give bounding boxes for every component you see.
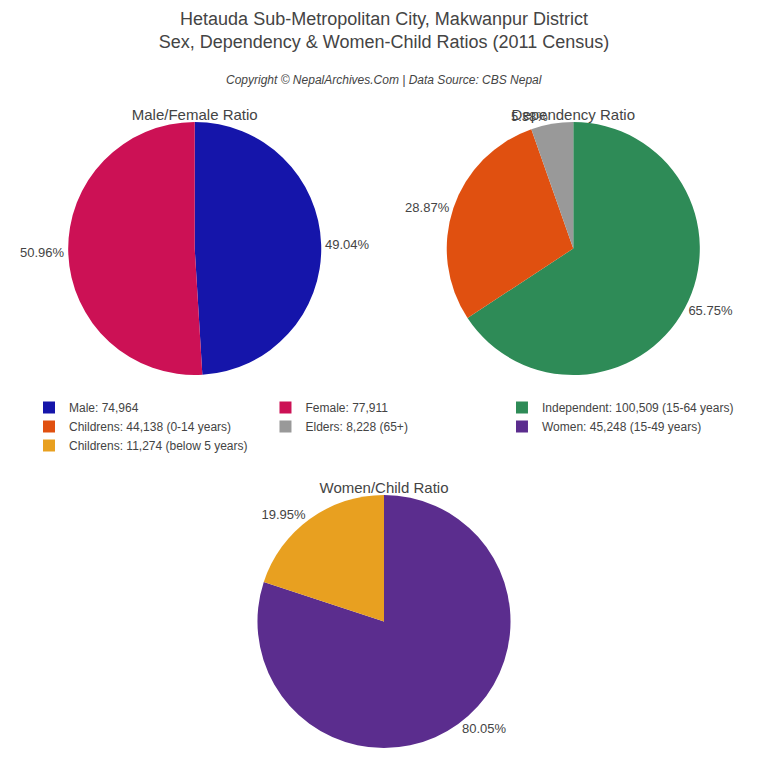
svg-text:Childrens: 11,274 (below 5 yea: Childrens: 11,274 (below 5 years): [69, 439, 248, 453]
svg-text:Copyright © NepalArchives.Com: Copyright © NepalArchives.Com | Data Sou…: [226, 73, 542, 87]
svg-text:Women: 45,248 (15-49 years): Women: 45,248 (15-49 years): [542, 420, 701, 434]
svg-text:80.05%: 80.05%: [462, 721, 507, 736]
svg-text:5.38%: 5.38%: [511, 109, 548, 124]
svg-text:Dependency Ratio: Dependency Ratio: [512, 106, 635, 123]
svg-text:28.87%: 28.87%: [405, 200, 450, 215]
svg-text:Women/Child Ratio: Women/Child Ratio: [320, 479, 449, 496]
svg-text:19.95%: 19.95%: [262, 507, 307, 522]
svg-text:Male/Female Ratio: Male/Female Ratio: [132, 106, 258, 123]
svg-text:Male: 74,964: Male: 74,964: [69, 401, 139, 415]
svg-text:Female: 77,911: Female: 77,911: [305, 401, 388, 415]
svg-text:Childrens: 44,138 (0-14 years): Childrens: 44,138 (0-14 years): [69, 420, 231, 434]
svg-text:Elders: 8,228 (65+): Elders: 8,228 (65+): [305, 420, 407, 434]
svg-text:50.96%: 50.96%: [20, 245, 65, 260]
svg-text:49.04%: 49.04%: [325, 237, 370, 252]
svg-text:Independent: 100,509 (15-64 ye: Independent: 100,509 (15-64 years): [542, 401, 733, 415]
svg-text:65.75%: 65.75%: [688, 303, 733, 318]
svg-text:Hetauda Sub-Metropolitan City,: Hetauda Sub-Metropolitan City, Makwanpur…: [159, 9, 610, 52]
